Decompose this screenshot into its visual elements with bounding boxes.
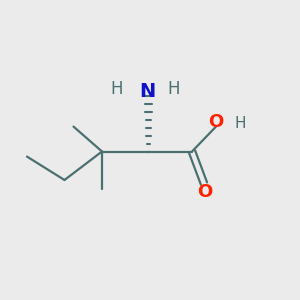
Text: O: O (208, 113, 223, 131)
Text: H: H (234, 116, 246, 131)
Text: O: O (197, 183, 212, 201)
Text: N: N (139, 82, 155, 101)
Text: H: H (111, 80, 123, 98)
Text: H: H (168, 80, 180, 98)
